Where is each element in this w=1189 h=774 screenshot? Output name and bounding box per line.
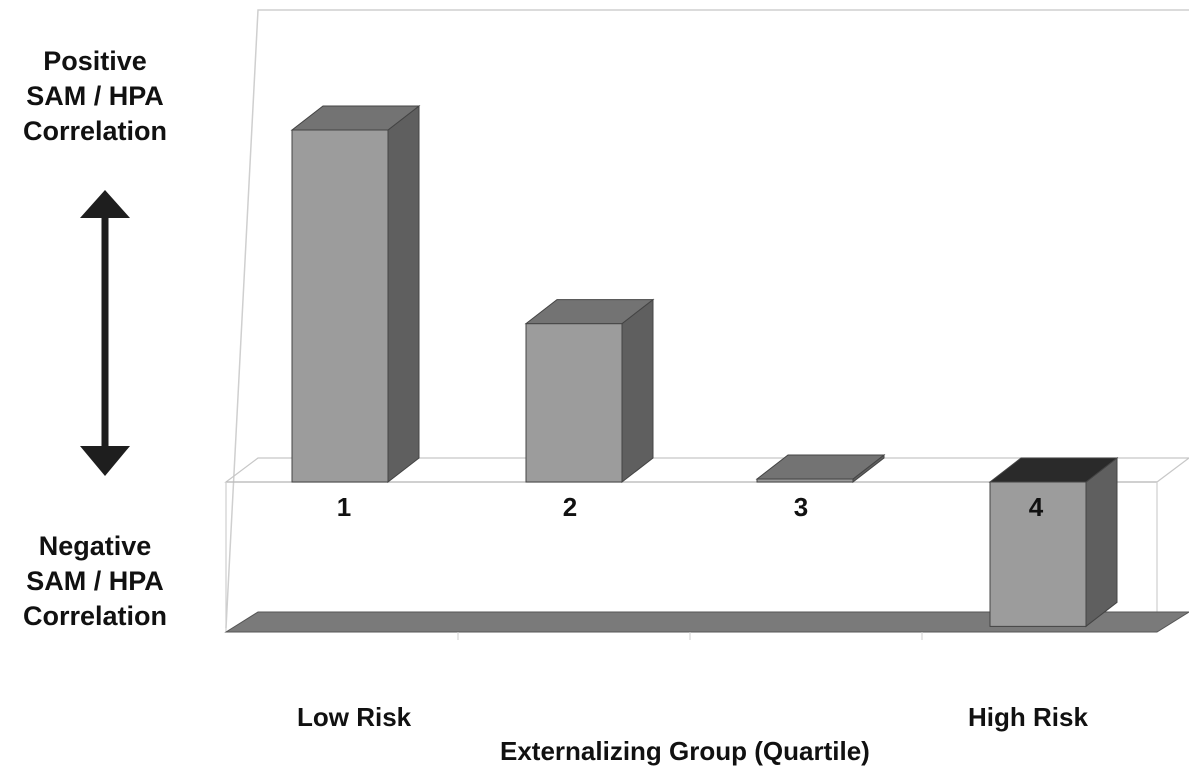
bar-top-3: [755, 454, 886, 480]
bars-group: 1 2 3 4: [290, 104, 1119, 628]
bar-top-4: [988, 457, 1119, 483]
x-axis-title: Externalizing Group (Quartile): [500, 736, 870, 766]
y-label-negative-line: SAM / HPA: [26, 566, 164, 596]
bar-top-2: [524, 299, 655, 325]
bar-top-1: [290, 105, 421, 131]
bar-side-4: [1085, 456, 1118, 628]
x-label-low-risk: Low Risk: [297, 702, 412, 732]
bar-front-2: [525, 323, 623, 483]
x-label-high-risk: High Risk: [968, 702, 1088, 732]
x-tick-label: 3: [794, 492, 808, 522]
bar-side-1: [387, 104, 420, 484]
y-label-negative-line: Correlation: [22, 601, 168, 631]
y-label-positive-line: Positive: [43, 46, 147, 76]
back-wall-frame: [225, 9, 1189, 629]
bar-front-1: [291, 129, 389, 483]
x-tick-label: 4: [1029, 492, 1044, 522]
x-tick-label: 1: [337, 492, 351, 522]
y-label-positive-line: Correlation: [22, 116, 168, 146]
y-label-negative-line: Negative: [38, 531, 152, 561]
y-label-positive: Positive SAM / HPA Correlation: [0, 44, 190, 149]
y-label-negative: Negative SAM / HPA Correlation: [0, 529, 190, 634]
x-tick-label: 2: [563, 492, 577, 522]
y-label-positive-line: SAM / HPA: [26, 81, 164, 111]
bottom-floor: [224, 611, 1189, 633]
bar-side-2: [621, 298, 654, 484]
double-arrow-icon: [80, 190, 130, 476]
